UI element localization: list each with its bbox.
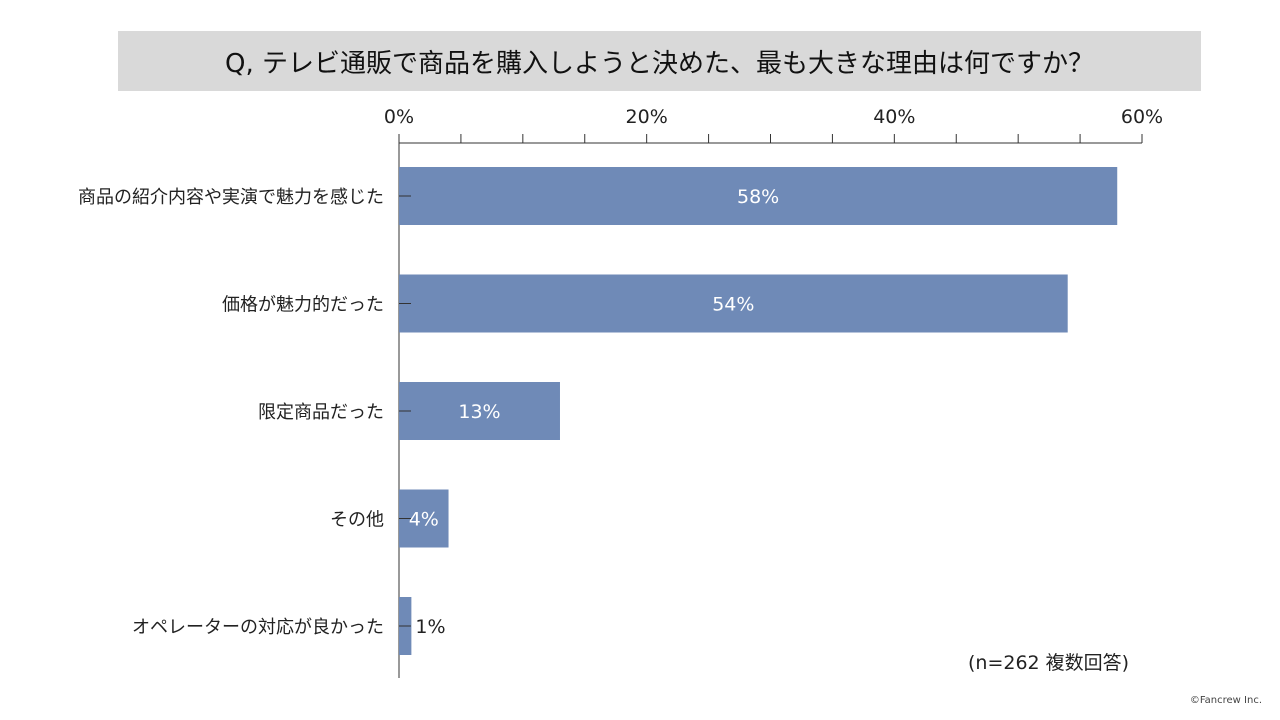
bar — [399, 274, 1068, 333]
chart-title: Q, テレビ通販で商品を購入しようと決めた、最も大きな理由は何ですか？ — [225, 48, 1094, 79]
x-tick-label: 20% — [626, 106, 668, 128]
bar — [399, 167, 1118, 225]
category-label: オペレーターの対応が良かった — [132, 617, 384, 638]
copyright-text: ©Fancrew Inc. — [1189, 695, 1262, 706]
category-label: 商品の紹介内容や実演で魅力を感じた — [78, 187, 384, 208]
sample-note: (n=262 複数回答) — [968, 652, 1130, 674]
bar — [399, 382, 560, 440]
category-label: その他 — [330, 510, 384, 531]
data-label: 13% — [458, 401, 500, 423]
category-label: 限定商品だった — [258, 402, 384, 423]
data-label: 58% — [737, 186, 779, 208]
data-label: 54% — [712, 294, 754, 316]
x-tick-label: 60% — [1121, 106, 1163, 128]
data-label: 1% — [415, 616, 445, 638]
category-label: 価格が魅力的だった — [222, 295, 384, 316]
x-tick-label: 40% — [873, 106, 915, 128]
data-label: 4% — [409, 509, 439, 531]
x-tick-label: 0% — [384, 106, 414, 128]
title-band: Q, テレビ通販で商品を購入しようと決めた、最も大きな理由は何ですか？ — [118, 31, 1201, 91]
